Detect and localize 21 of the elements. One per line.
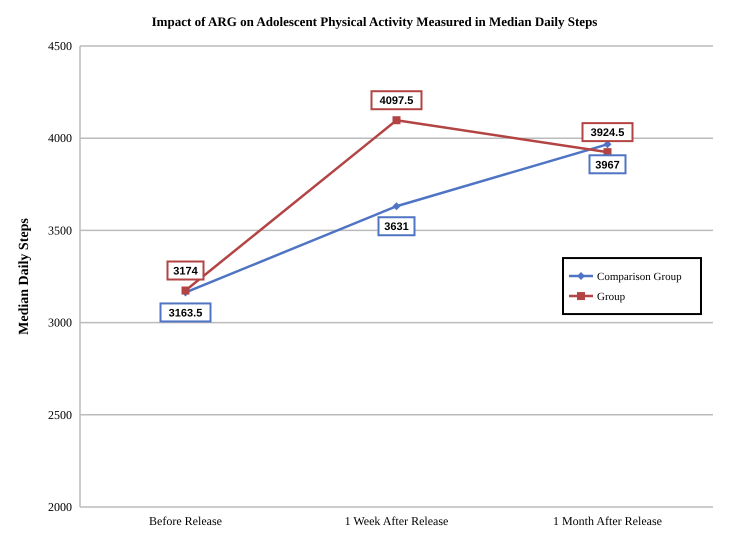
x-tick-label: 1 Month After Release xyxy=(553,514,662,528)
legend-label: Group xyxy=(597,291,626,304)
data-label: 3967 xyxy=(595,159,620,172)
y-tick-label: 4500 xyxy=(48,39,72,53)
y-tick-label: 3500 xyxy=(48,223,72,238)
data-label: 3631 xyxy=(384,221,409,234)
point xyxy=(392,202,400,210)
data-label: 3924.5 xyxy=(590,127,624,140)
data-label: 3163.5 xyxy=(168,307,202,320)
y-tick-label: 2500 xyxy=(48,408,72,422)
point xyxy=(392,116,400,124)
x-tick-label: Before Release xyxy=(149,514,222,528)
y-axis-title: Median Daily Steps xyxy=(17,218,32,335)
legend-label: Comparison Group xyxy=(597,271,682,284)
data-label: 3174 xyxy=(173,266,199,278)
y-tick-label: 4000 xyxy=(48,131,72,146)
data-label: 4097.5 xyxy=(380,95,414,108)
y-tick-label: 3000 xyxy=(48,316,72,330)
y-tick-label: 2000 xyxy=(48,500,72,514)
chart-title: Impact of ARG on Adolescent Physical Activity Measured in Median Daily Steps xyxy=(152,14,598,29)
x-tick-label: 1 Week After Release xyxy=(344,514,448,528)
